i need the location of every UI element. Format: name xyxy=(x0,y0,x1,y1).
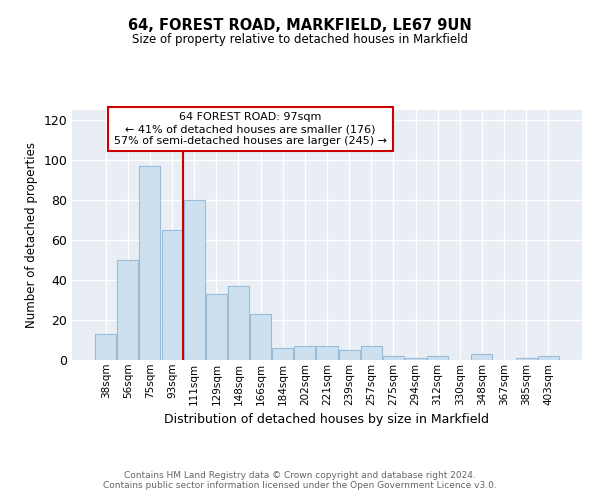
Bar xyxy=(316,346,338,360)
Text: 64 FOREST ROAD: 97sqm
← 41% of detached houses are smaller (176)
57% of semi-det: 64 FOREST ROAD: 97sqm ← 41% of detached … xyxy=(114,112,387,146)
Bar xyxy=(228,286,249,360)
Bar xyxy=(295,346,316,360)
Bar xyxy=(427,356,448,360)
Text: Contains HM Land Registry data © Crown copyright and database right 2024.
Contai: Contains HM Land Registry data © Crown c… xyxy=(103,470,497,490)
Bar xyxy=(139,166,160,360)
Bar xyxy=(472,354,493,360)
Bar xyxy=(250,314,271,360)
Bar xyxy=(338,350,359,360)
Text: 64, FOREST ROAD, MARKFIELD, LE67 9UN: 64, FOREST ROAD, MARKFIELD, LE67 9UN xyxy=(128,18,472,32)
Bar xyxy=(383,356,404,360)
Bar xyxy=(95,334,116,360)
Bar xyxy=(118,260,139,360)
Bar xyxy=(361,346,382,360)
Bar xyxy=(272,348,293,360)
Bar xyxy=(405,358,426,360)
Bar xyxy=(515,358,536,360)
Bar xyxy=(206,294,227,360)
Y-axis label: Number of detached properties: Number of detached properties xyxy=(25,142,38,328)
Bar xyxy=(538,356,559,360)
X-axis label: Distribution of detached houses by size in Markfield: Distribution of detached houses by size … xyxy=(164,413,490,426)
Bar xyxy=(161,230,182,360)
Text: Size of property relative to detached houses in Markfield: Size of property relative to detached ho… xyxy=(132,32,468,46)
Bar xyxy=(184,200,205,360)
